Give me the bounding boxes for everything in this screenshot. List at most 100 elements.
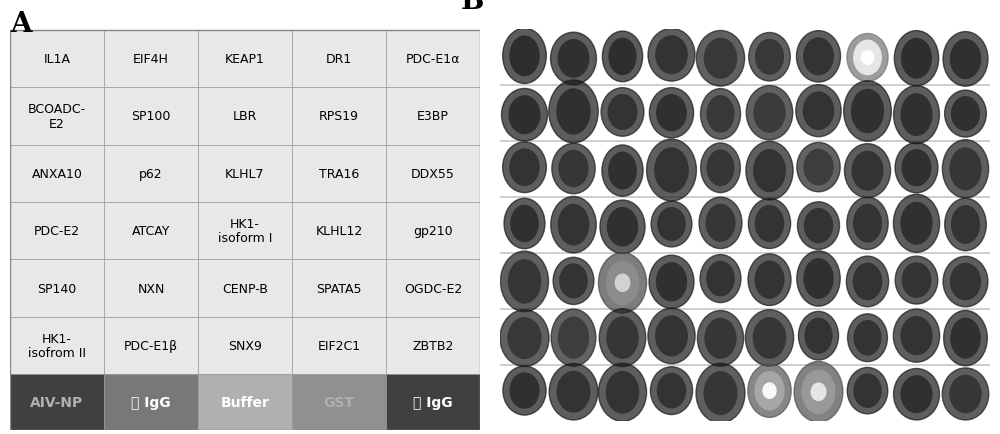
Ellipse shape — [608, 95, 637, 130]
Ellipse shape — [655, 148, 688, 193]
Bar — [198, 88, 292, 145]
Ellipse shape — [797, 251, 840, 306]
Text: HK1-
isofrom II: HK1- isofrom II — [28, 332, 86, 359]
Text: SPATA5: SPATA5 — [316, 282, 362, 295]
Text: p62: p62 — [139, 168, 163, 181]
Ellipse shape — [649, 89, 694, 138]
Ellipse shape — [557, 372, 590, 412]
Ellipse shape — [598, 363, 647, 421]
Ellipse shape — [755, 262, 784, 299]
Text: PDC-E1α: PDC-E1α — [406, 53, 460, 66]
Ellipse shape — [951, 40, 980, 79]
Text: PDC-E2: PDC-E2 — [34, 225, 80, 238]
Ellipse shape — [943, 33, 988, 87]
Text: PDC-E1β: PDC-E1β — [124, 339, 178, 352]
Ellipse shape — [648, 30, 695, 82]
Ellipse shape — [510, 150, 539, 186]
Ellipse shape — [510, 373, 539, 408]
Text: HK1-
isoform I: HK1- isoform I — [218, 217, 272, 245]
Ellipse shape — [700, 89, 741, 140]
Ellipse shape — [598, 253, 647, 313]
Ellipse shape — [553, 258, 594, 305]
Ellipse shape — [648, 309, 695, 364]
Bar — [10, 145, 104, 203]
Bar — [198, 145, 292, 203]
Bar — [292, 260, 386, 317]
Ellipse shape — [560, 264, 587, 298]
Text: TRA16: TRA16 — [319, 168, 359, 181]
Ellipse shape — [559, 151, 588, 187]
Ellipse shape — [844, 145, 891, 198]
Ellipse shape — [615, 275, 630, 292]
Ellipse shape — [893, 195, 940, 253]
Ellipse shape — [854, 321, 881, 355]
Bar — [292, 203, 386, 260]
Ellipse shape — [811, 383, 826, 401]
Text: gp210: gp210 — [413, 225, 453, 238]
Ellipse shape — [606, 372, 639, 413]
Text: KLHL7: KLHL7 — [225, 168, 265, 181]
Ellipse shape — [802, 370, 835, 414]
Text: SNX9: SNX9 — [228, 339, 262, 352]
Bar — [386, 260, 480, 317]
Ellipse shape — [894, 368, 939, 420]
Text: A: A — [10, 11, 32, 38]
Ellipse shape — [502, 89, 547, 142]
Ellipse shape — [649, 256, 694, 309]
Ellipse shape — [503, 142, 546, 193]
Ellipse shape — [551, 33, 596, 85]
Ellipse shape — [656, 316, 687, 356]
Text: SP140: SP140 — [37, 282, 77, 295]
Bar — [104, 374, 198, 430]
Bar — [10, 203, 104, 260]
Ellipse shape — [549, 81, 598, 144]
Ellipse shape — [500, 310, 549, 367]
Ellipse shape — [745, 310, 794, 366]
Ellipse shape — [704, 372, 737, 414]
Ellipse shape — [848, 314, 887, 362]
Ellipse shape — [794, 362, 843, 422]
Ellipse shape — [746, 142, 793, 201]
Ellipse shape — [847, 368, 888, 414]
Text: KLHL12: KLHL12 — [315, 225, 363, 238]
Bar — [386, 31, 480, 88]
Ellipse shape — [706, 205, 735, 242]
Ellipse shape — [945, 91, 986, 138]
Ellipse shape — [602, 146, 643, 197]
Text: NXN: NXN — [137, 282, 165, 295]
Ellipse shape — [901, 317, 932, 355]
Ellipse shape — [510, 37, 539, 76]
Ellipse shape — [508, 318, 541, 358]
Ellipse shape — [549, 364, 598, 420]
Bar — [10, 31, 104, 88]
Ellipse shape — [606, 262, 639, 305]
Ellipse shape — [952, 206, 979, 243]
Bar — [104, 260, 198, 317]
Ellipse shape — [551, 197, 596, 253]
Ellipse shape — [943, 256, 988, 307]
Bar — [198, 203, 292, 260]
Ellipse shape — [501, 252, 548, 312]
Ellipse shape — [557, 90, 590, 135]
Ellipse shape — [942, 140, 989, 198]
Ellipse shape — [607, 208, 638, 247]
Text: BCOADC-
E2: BCOADC- E2 — [28, 103, 86, 130]
Bar — [104, 145, 198, 203]
Ellipse shape — [651, 202, 692, 247]
Ellipse shape — [902, 263, 931, 298]
Text: ATCAY: ATCAY — [132, 225, 170, 238]
Ellipse shape — [658, 208, 685, 241]
Text: 人 IgG: 人 IgG — [413, 395, 453, 409]
Ellipse shape — [798, 312, 839, 360]
Ellipse shape — [944, 311, 987, 366]
Ellipse shape — [705, 319, 736, 358]
Ellipse shape — [853, 264, 882, 300]
Ellipse shape — [844, 82, 891, 142]
Text: OGDC-E2: OGDC-E2 — [404, 282, 462, 295]
Ellipse shape — [552, 144, 595, 194]
Ellipse shape — [901, 376, 932, 413]
Ellipse shape — [797, 143, 840, 192]
Ellipse shape — [558, 205, 589, 245]
Text: B: B — [461, 0, 484, 15]
Ellipse shape — [754, 150, 785, 192]
